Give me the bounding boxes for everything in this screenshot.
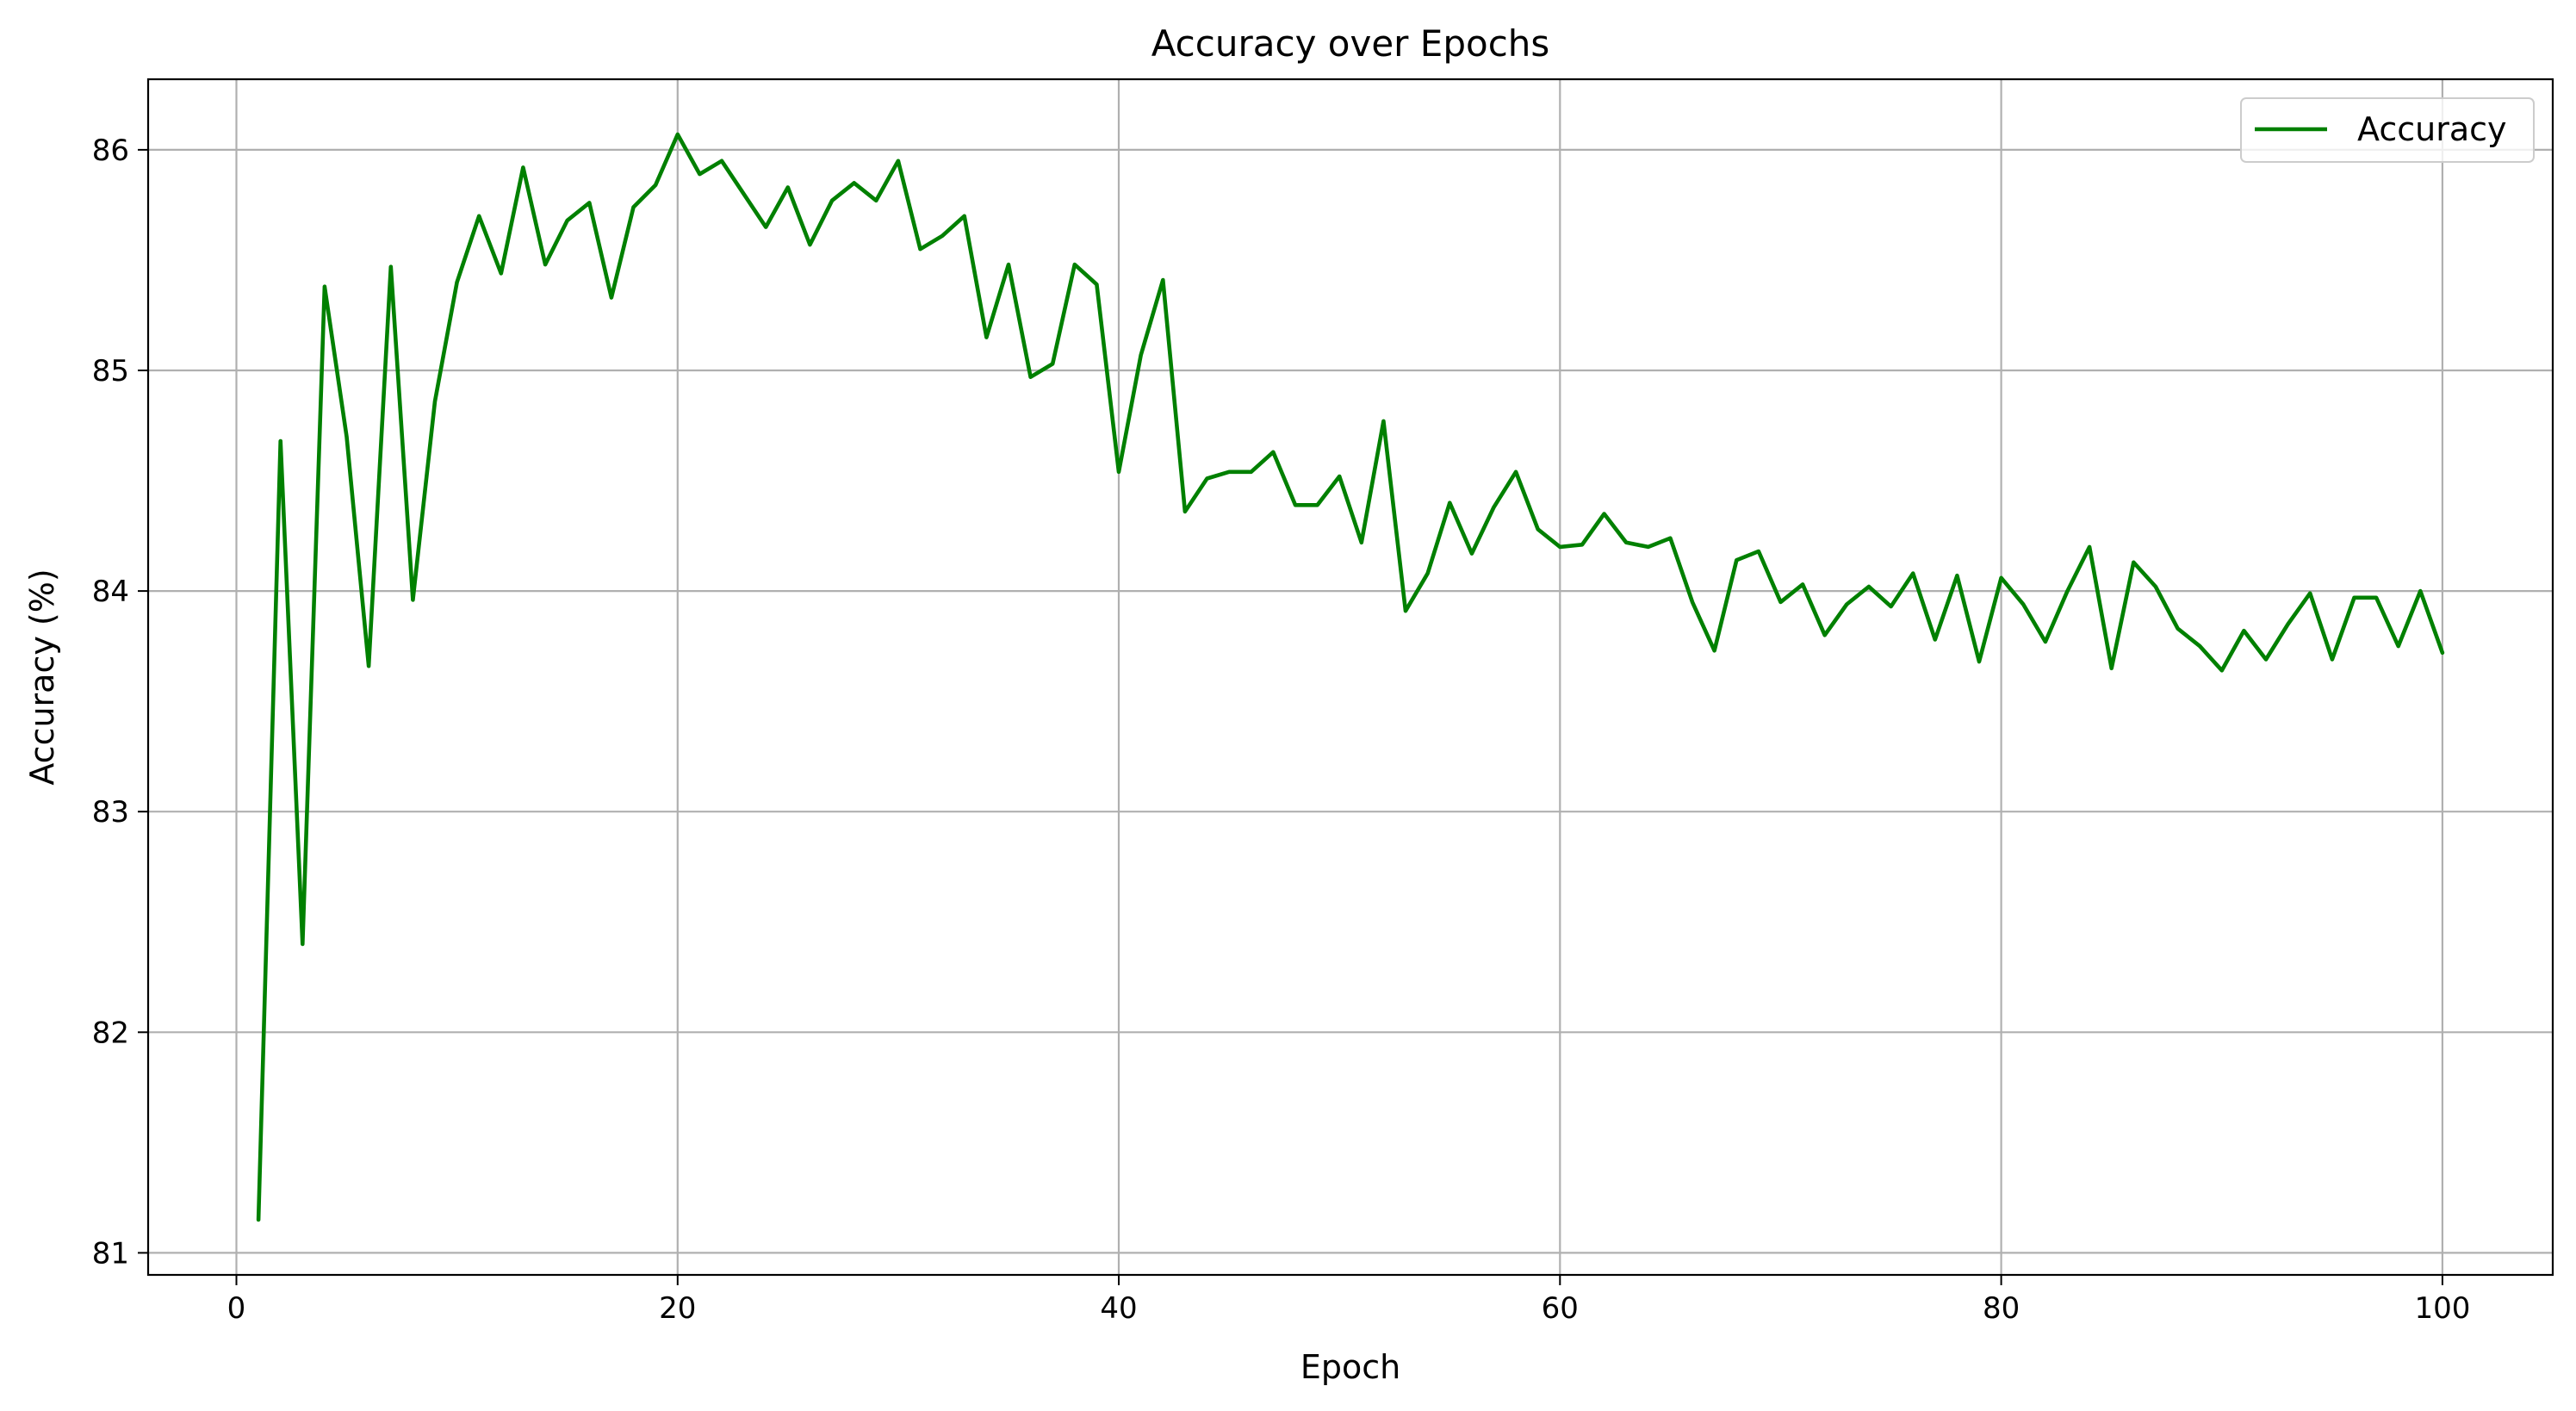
x-tick-label: 40 bbox=[1100, 1291, 1137, 1326]
legend-box bbox=[2240, 97, 2535, 163]
plot-frame bbox=[146, 78, 2554, 1277]
y-tick-label: 86 bbox=[92, 134, 129, 168]
tick-layer: 0 20 40 60 80 100 81 82 83 84 85 86 bbox=[92, 134, 2471, 1326]
x-tick-label: 100 bbox=[2414, 1291, 2470, 1326]
x-tick-label: 60 bbox=[1542, 1291, 1579, 1326]
y-tick-label: 83 bbox=[92, 795, 129, 830]
x-axis-label: Epoch bbox=[1300, 1348, 1400, 1386]
y-axis-label: Accuracy (%) bbox=[23, 569, 61, 785]
x-tick-label: 0 bbox=[227, 1291, 246, 1326]
legend-label: Accuracy bbox=[2357, 110, 2507, 148]
grid-layer bbox=[148, 79, 2553, 1275]
y-tick-label: 84 bbox=[92, 575, 129, 609]
legend: Accuracy bbox=[2240, 97, 2535, 163]
series-line-accuracy bbox=[256, 132, 2445, 1222]
x-tick-label: 20 bbox=[659, 1291, 696, 1326]
y-tick-label: 85 bbox=[92, 354, 129, 388]
series-layer bbox=[256, 132, 2445, 1222]
y-tick-label: 82 bbox=[92, 1016, 129, 1050]
x-tick-label: 80 bbox=[1983, 1291, 2020, 1326]
chart-title: Accuracy over Epochs bbox=[1151, 22, 1550, 65]
y-tick-label: 81 bbox=[92, 1236, 129, 1271]
